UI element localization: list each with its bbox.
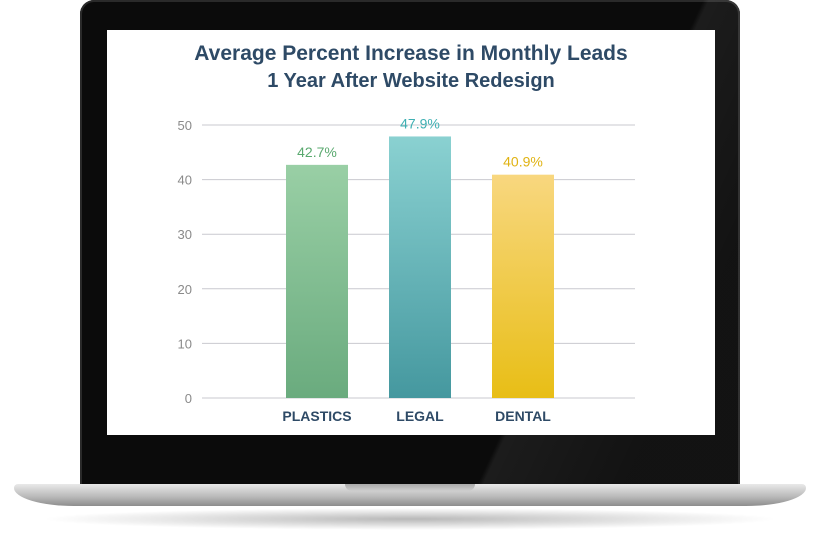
bar [389,136,451,398]
laptop-screen: Average Percent Increase in Monthly Lead… [107,30,715,435]
x-category-label: PLASTICS [282,408,351,424]
y-tick-label: 20 [178,282,192,297]
bar-chart: 0 10 20 30 40 50 42.7% PLASTICS 47.9% LEGAL 40.9% D… [178,115,635,424]
laptop-hinge-notch [345,484,475,491]
y-tick-label: 50 [178,118,192,133]
y-tick-label: 0 [185,391,192,406]
y-tick-label: 40 [178,173,192,188]
laptop-shadow [40,508,780,530]
laptop-base [14,484,806,506]
data-label: 40.9% [503,154,543,170]
chart-title: Average Percent Increase in Monthly Lead… [194,42,628,65]
x-category-label: LEGAL [396,408,444,424]
y-tick-label: 10 [178,336,192,351]
data-label: 47.9% [400,115,440,131]
bar [286,164,348,398]
y-tick-label: 30 [178,227,192,242]
chart-subtitle: 1 Year After Website Redesign [267,70,555,92]
x-category-label: DENTAL [495,408,551,424]
data-label: 42.7% [297,144,337,160]
bar [492,174,554,398]
